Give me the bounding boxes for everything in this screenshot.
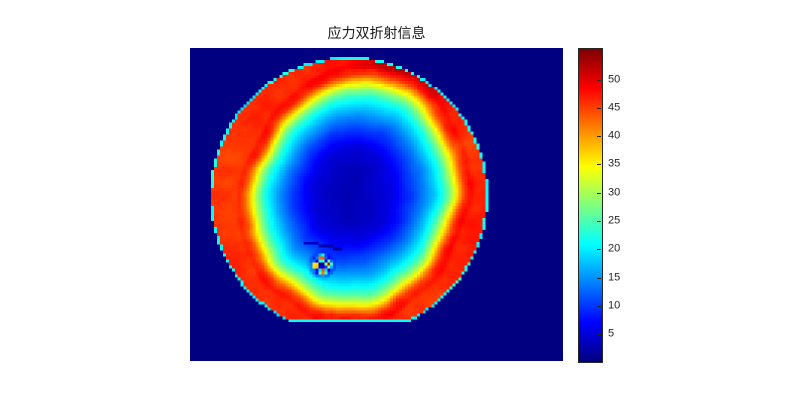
colorbar-tick-label: 25: [608, 214, 621, 227]
colorbar-tick: [597, 108, 601, 109]
colorbar-tick-label: 15: [608, 271, 621, 284]
colorbar-tick-label: 20: [608, 242, 621, 255]
colorbar: [578, 48, 603, 363]
colorbar-tick: [597, 249, 601, 250]
colorbar-tick: [597, 334, 601, 335]
colorbar-tick: [597, 306, 601, 307]
colorbar-tick-label: 30: [608, 186, 621, 199]
colorbar-tick: [597, 164, 601, 165]
colorbar-tick-label: 50: [608, 73, 621, 86]
chart-title: 应力双折射信息: [327, 27, 426, 42]
colorbar-tick-label: 5: [608, 327, 615, 340]
colorbar-tick-label: 35: [608, 157, 621, 170]
wafer-heatmap-image: [190, 48, 563, 361]
colorbar-tick: [597, 136, 601, 137]
colorbar-tick: [597, 278, 601, 279]
colorbar-tick-label: 40: [608, 129, 621, 142]
colorbar-tick: [597, 193, 601, 194]
colorbar-tick-label: 10: [608, 299, 621, 312]
colorbar-tick: [597, 221, 601, 222]
colorbar-tick-label: 45: [608, 101, 621, 114]
colorbar-tick: [597, 80, 601, 81]
